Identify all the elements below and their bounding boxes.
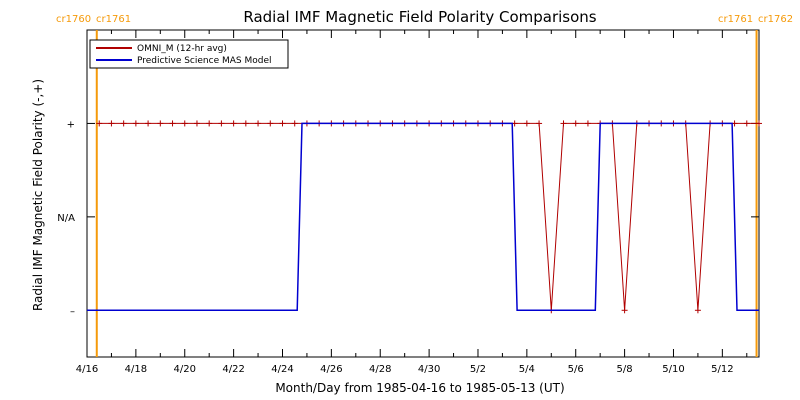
data-point <box>291 120 298 127</box>
legend: OMNI_M (12-hr avg) Predictive Science MA… <box>89 39 289 69</box>
x-axis-title: Month/Day from 1985-04-16 to 1985-05-13 … <box>275 381 564 395</box>
x-tick-label: 5/4 <box>519 364 535 375</box>
data-point <box>621 307 628 314</box>
x-tick-label: 4/28 <box>369 364 391 375</box>
data-point <box>169 120 176 127</box>
x-tick-label: 5/10 <box>662 364 684 375</box>
y-tick-label: N/A <box>57 213 75 224</box>
data-point <box>157 120 164 127</box>
x-tick-label: 5/12 <box>711 364 733 375</box>
legend-label-omni: OMNI_M (12-hr avg) <box>137 44 227 54</box>
chart-title: Radial IMF Magnetic Field Polarity Compa… <box>243 8 596 26</box>
data-point <box>560 120 567 127</box>
x-tick-label: 5/6 <box>568 364 584 375</box>
data-point <box>108 120 115 127</box>
legend-label-mas: Predictive Science MAS Model <box>137 56 272 66</box>
carrington-lines <box>95 30 758 357</box>
x-tick-label: 4/16 <box>76 364 98 375</box>
data-point <box>120 120 127 127</box>
data-point <box>255 120 262 127</box>
data-point <box>96 120 103 127</box>
x-tick-label: 4/22 <box>222 364 244 375</box>
data-point <box>132 120 139 127</box>
legend-box <box>89 39 289 69</box>
data-point <box>279 120 286 127</box>
y-axis-ticks: + N/A – <box>57 119 759 317</box>
x-tick-label: 4/20 <box>174 364 196 375</box>
data-point <box>145 120 152 127</box>
data-point <box>181 120 188 127</box>
y-axis-title: Radial IMF Magnetic Field Polarity (-,+) <box>31 79 45 311</box>
data-point <box>756 120 762 127</box>
x-tick-label: 5/2 <box>470 364 486 375</box>
y-tick-label: – <box>70 306 75 317</box>
plot-frame <box>86 29 760 358</box>
cr-label-right-2: cr1762 <box>758 14 793 25</box>
cr-label-left-1: cr1760 <box>56 14 91 25</box>
data-point <box>206 120 213 127</box>
data-point <box>230 120 237 127</box>
x-tick-label: 4/30 <box>418 364 440 375</box>
x-tick-label: 4/24 <box>271 364 293 375</box>
data-point <box>584 120 591 127</box>
x-tick-label: 4/18 <box>125 364 147 375</box>
data-point <box>193 120 200 127</box>
data-point <box>242 120 249 127</box>
series-line-mas <box>87 122 759 312</box>
series-layer <box>87 120 762 314</box>
cr-label-left-2: cr1761 <box>718 14 753 25</box>
x-axis-ticks: 4/16 4/18 4/20 4/22 4/24 4/26 4/28 4/30 5/2 5/4 5/… <box>76 30 748 375</box>
series-line-omni <box>99 122 759 311</box>
data-point <box>694 307 701 314</box>
data-point <box>523 120 530 127</box>
data-point <box>218 120 225 127</box>
data-point <box>536 120 543 127</box>
x-tick-label: 5/8 <box>617 364 633 375</box>
data-point <box>267 120 274 127</box>
x-tick-label: 4/26 <box>320 364 342 375</box>
data-point <box>743 120 750 127</box>
cr-label-right-1: cr1761 <box>96 14 131 25</box>
y-tick-label: + <box>67 119 75 130</box>
data-point <box>572 120 579 127</box>
